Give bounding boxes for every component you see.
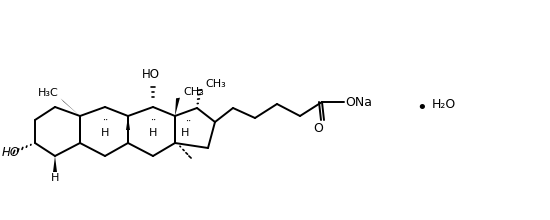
Text: ONa: ONa (345, 95, 372, 108)
Polygon shape (175, 98, 180, 116)
Text: •: • (417, 99, 427, 117)
Text: H: H (149, 128, 157, 138)
Text: ··: ·· (185, 117, 191, 125)
Text: H: H (101, 128, 109, 138)
Text: O: O (313, 121, 323, 134)
Text: ··: ·· (102, 116, 108, 125)
Polygon shape (53, 156, 57, 172)
Text: H: H (181, 128, 189, 138)
Text: H₂O: H₂O (432, 97, 456, 110)
Text: H: H (51, 173, 59, 183)
Polygon shape (60, 99, 80, 116)
Polygon shape (126, 116, 130, 130)
Text: CH₃: CH₃ (183, 87, 204, 97)
Text: HO: HO (2, 145, 20, 158)
Text: HO: HO (142, 68, 160, 81)
Text: CH₃: CH₃ (205, 79, 226, 89)
Text: H₃C: H₃C (37, 88, 58, 98)
Text: ··: ·· (150, 116, 156, 125)
